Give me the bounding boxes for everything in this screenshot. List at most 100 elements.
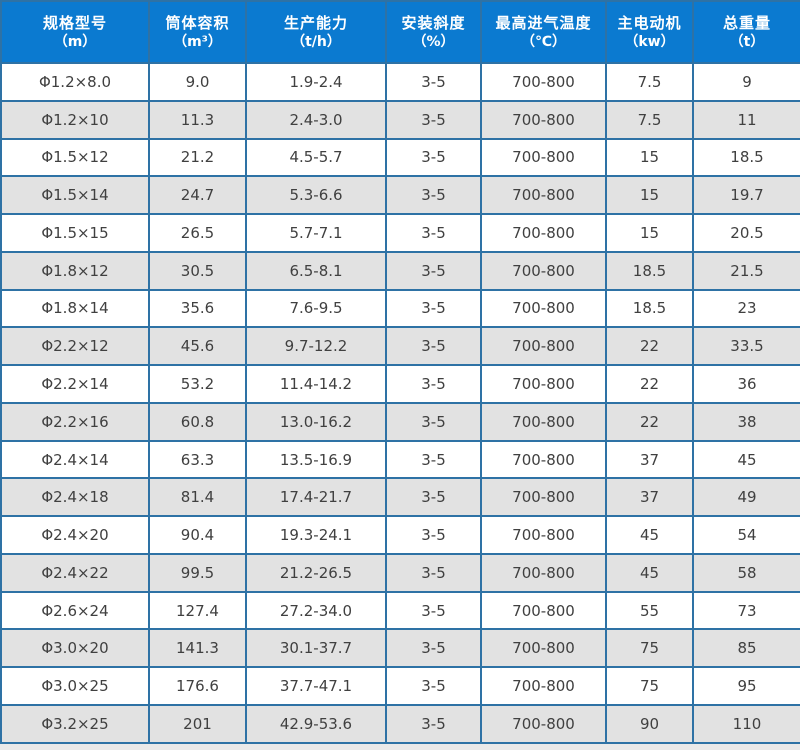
value-cell: 700-800 (480, 99, 607, 140)
column-header-unit: （kw） (624, 34, 675, 51)
value-cell: 33.5 (692, 326, 800, 367)
value-cell: 9.7-12.2 (245, 326, 387, 367)
value-cell: 11 (692, 99, 800, 140)
table-row: Φ1.2×10 11.3 2.4-3.0 3-5 700-800 7.5 11 (0, 99, 800, 140)
value-cell: 18.5 (692, 137, 800, 178)
value-cell: 15 (605, 137, 694, 178)
value-cell: 18.5 (605, 250, 694, 291)
value-cell: 5.3-6.6 (245, 175, 387, 216)
value-cell: 23 (692, 288, 800, 329)
value-cell: 45 (605, 552, 694, 593)
model-cell: Φ1.5×15 (0, 213, 150, 253)
value-cell: 38 (692, 401, 800, 442)
value-cell: 11.4-14.2 (245, 364, 387, 404)
value-cell: 19.7 (692, 175, 800, 216)
value-cell: 37.7-47.1 (245, 666, 387, 707)
table-row: Φ2.4×14 63.3 13.5-16.9 3-5 700-800 37 45 (0, 439, 800, 480)
value-cell: 45 (605, 515, 694, 555)
value-cell: 90.4 (148, 515, 247, 555)
value-cell: 3-5 (385, 137, 482, 178)
column-header-unit: （t） (729, 34, 765, 51)
value-cell: 700-800 (480, 439, 607, 480)
value-cell: 9 (692, 62, 800, 102)
model-cell: Φ1.5×12 (0, 137, 150, 178)
value-cell: 42.9-53.6 (245, 704, 387, 744)
value-cell: 58 (692, 552, 800, 593)
header-row: 规格型号 （m） 筒体容积 （m³） 生产能力 （t/h） 安装斜度 （%） 最高进气温度 （℃）… (0, 0, 800, 64)
model-cell: Φ2.4×22 (0, 552, 150, 593)
value-cell: 3-5 (385, 439, 482, 480)
model-cell: Φ3.2×25 (0, 704, 150, 744)
model-cell: Φ2.2×12 (0, 326, 150, 367)
value-cell: 99.5 (148, 552, 247, 593)
model-cell: Φ3.0×20 (0, 628, 150, 669)
value-cell: 700-800 (480, 213, 607, 253)
value-cell: 6.5-8.1 (245, 250, 387, 291)
value-cell: 36 (692, 364, 800, 404)
value-cell: 700-800 (480, 552, 607, 593)
value-cell: 24.7 (148, 175, 247, 216)
table-row: Φ2.2×16 60.8 13.0-16.2 3-5 700-800 22 38 (0, 401, 800, 442)
table-row: Φ1.5×15 26.5 5.7-7.1 3-5 700-800 15 20.5 (0, 213, 800, 253)
column-header-unit: （t/h） (291, 34, 341, 51)
column-header-label: 筒体容积 (165, 14, 230, 33)
value-cell: 3-5 (385, 213, 482, 253)
value-cell: 700-800 (480, 250, 607, 291)
value-cell: 3-5 (385, 175, 482, 216)
value-cell: 3-5 (385, 62, 482, 102)
model-cell: Φ2.2×14 (0, 364, 150, 404)
value-cell: 60.8 (148, 401, 247, 442)
model-cell: Φ2.4×14 (0, 439, 150, 480)
model-cell: Φ1.8×14 (0, 288, 150, 329)
table-row: Φ2.6×24 127.4 27.2-34.0 3-5 700-800 55 73 (0, 590, 800, 631)
column-header-1: 规格型号 （m） (0, 0, 150, 64)
value-cell: 176.6 (148, 666, 247, 707)
model-cell: Φ1.5×14 (0, 175, 150, 216)
value-cell: 3-5 (385, 628, 482, 669)
value-cell: 700-800 (480, 175, 607, 216)
column-header-7: 总重量 （t） (692, 0, 800, 64)
value-cell: 95 (692, 666, 800, 707)
value-cell: 3-5 (385, 590, 482, 631)
value-cell: 21.5 (692, 250, 800, 291)
value-cell: 22 (605, 364, 694, 404)
value-cell: 700-800 (480, 477, 607, 518)
value-cell: 37 (605, 439, 694, 480)
value-cell: 27.2-34.0 (245, 590, 387, 631)
column-header-label: 规格型号 (42, 14, 107, 33)
table-row: Φ1.8×12 30.5 6.5-8.1 3-5 700-800 18.5 21.5 (0, 250, 800, 291)
value-cell: 49 (692, 477, 800, 518)
value-cell: 3-5 (385, 515, 482, 555)
value-cell: 3-5 (385, 250, 482, 291)
table-row: Φ1.5×12 21.2 4.5-5.7 3-5 700-800 15 18.5 (0, 137, 800, 178)
value-cell: 26.5 (148, 213, 247, 253)
model-cell: Φ1.2×10 (0, 99, 150, 140)
table-row: Φ3.2×25 201 42.9-53.6 3-5 700-800 90 110 (0, 704, 800, 744)
value-cell: 21.2 (148, 137, 247, 178)
value-cell: 3-5 (385, 326, 482, 367)
column-header-unit: （℃） (521, 34, 566, 51)
model-cell: Φ1.2×8.0 (0, 62, 150, 102)
value-cell: 700-800 (480, 326, 607, 367)
table-row: Φ2.2×14 53.2 11.4-14.2 3-5 700-800 22 36 (0, 364, 800, 404)
value-cell: 81.4 (148, 477, 247, 518)
table-row: Φ1.5×14 24.7 5.3-6.6 3-5 700-800 15 19.7 (0, 175, 800, 216)
table-row: Φ3.0×20 141.3 30.1-37.7 3-5 700-800 75 85 (0, 628, 800, 669)
value-cell: 9.0 (148, 62, 247, 102)
value-cell: 700-800 (480, 288, 607, 329)
table-header: 规格型号 （m） 筒体容积 （m³） 生产能力 （t/h） 安装斜度 （%） 最高进气温度 （℃）… (0, 0, 800, 64)
model-cell: Φ3.0×25 (0, 666, 150, 707)
value-cell: 21.2-26.5 (245, 552, 387, 593)
value-cell: 127.4 (148, 590, 247, 631)
column-header-label: 安装斜度 (401, 14, 466, 33)
value-cell: 54 (692, 515, 800, 555)
table-row: Φ2.4×18 81.4 17.4-21.7 3-5 700-800 37 49 (0, 477, 800, 518)
value-cell: 700-800 (480, 137, 607, 178)
value-cell: 17.4-21.7 (245, 477, 387, 518)
value-cell: 7.5 (605, 62, 694, 102)
table-row: Φ1.2×8.0 9.0 1.9-2.4 3-5 700-800 7.5 9 (0, 62, 800, 102)
value-cell: 700-800 (480, 666, 607, 707)
value-cell: 15 (605, 175, 694, 216)
